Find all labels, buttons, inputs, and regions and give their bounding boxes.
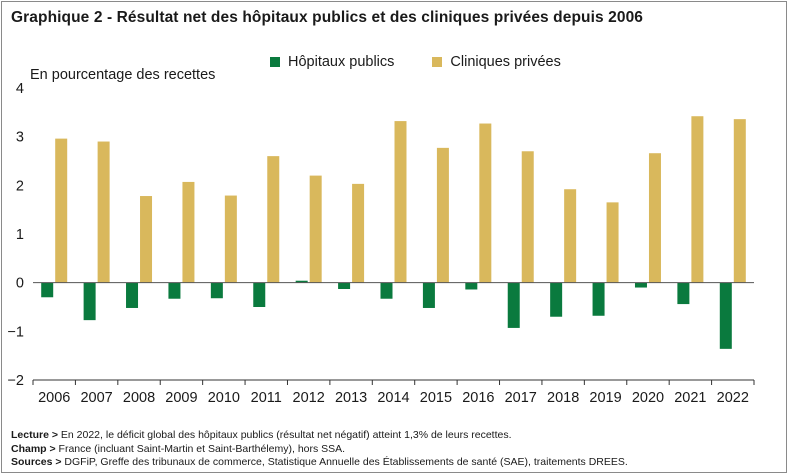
- note-sources: Sources > DGFiP, Greffe des tribunaux de…: [11, 456, 628, 468]
- legend-label-cliniques: Cliniques privées: [450, 54, 561, 70]
- y-tick-label: 1: [16, 227, 24, 243]
- bar-cliniques: [55, 138, 68, 283]
- y-axis-ticks: 4 3 2 1 0 −1 −2: [7, 81, 24, 389]
- note-champ: Champ > France (incluant Saint-Martin et…: [11, 442, 346, 455]
- chart-notes: Lecture > En 2022, le déficit global des…: [11, 429, 628, 470]
- bar-cliniques: [352, 183, 365, 283]
- bar-cliniques: [691, 116, 704, 283]
- bars: [41, 116, 746, 349]
- bar-cliniques: [224, 195, 237, 283]
- bar-cliniques: [97, 141, 110, 283]
- bar-cliniques: [309, 175, 322, 283]
- bar-hopitaux: [719, 282, 732, 349]
- x-tick-label: 2006: [38, 390, 70, 406]
- x-tick-label: 2011: [251, 390, 282, 406]
- bar-cliniques: [479, 123, 492, 283]
- x-tick-label: 2021: [674, 390, 706, 406]
- legend-swatch-cliniques: [432, 57, 443, 67]
- legend-item-hopitaux: Hôpitaux publics: [270, 54, 394, 70]
- bar-cliniques: [267, 156, 280, 283]
- x-tick-label: 2022: [717, 390, 749, 406]
- bar-hopitaux: [422, 282, 435, 308]
- legend-swatch-hopitaux: [270, 57, 280, 67]
- bar-hopitaux: [83, 282, 96, 321]
- bar-cliniques: [564, 189, 577, 283]
- bar-hopitaux: [550, 282, 563, 317]
- bar-cliniques: [140, 196, 153, 283]
- bar-hopitaux: [210, 282, 223, 299]
- y-tick-label: 0: [16, 276, 24, 292]
- x-tick-label: 2013: [335, 390, 367, 406]
- bar-hopitaux: [507, 282, 520, 328]
- y-axis-label: En pourcentage des recettes: [30, 67, 216, 83]
- bar-cliniques: [733, 119, 746, 283]
- y-tick-label: 4: [16, 81, 24, 97]
- bar-hopitaux: [253, 282, 266, 307]
- bar-cliniques: [436, 147, 449, 283]
- bar-hopitaux: [592, 282, 605, 316]
- x-tick-label: 2010: [208, 390, 240, 406]
- bar-cliniques: [394, 121, 407, 283]
- x-tick-label: 2009: [165, 390, 197, 406]
- legend-label-hopitaux: Hôpitaux publics: [288, 54, 395, 70]
- bar-hopitaux: [126, 282, 139, 308]
- x-tick-label: 2008: [123, 390, 155, 406]
- bar-hopitaux: [41, 282, 54, 298]
- x-tick-label: 2020: [632, 390, 664, 406]
- x-tick-label: 2016: [462, 390, 494, 406]
- y-tick-label: −2: [7, 373, 24, 389]
- bar-cliniques: [606, 202, 619, 283]
- bar-cliniques: [648, 153, 661, 283]
- x-tick-label: 2007: [80, 390, 112, 406]
- legend-item-cliniques: Cliniques privées: [432, 54, 561, 70]
- x-tick-label: 2017: [505, 390, 537, 406]
- x-axis-ticks: 2006 2007 2008 2009 2010 2011 2012 2013 2014 2015…: [32, 380, 755, 406]
- bar-hopitaux: [465, 282, 478, 290]
- x-tick-label: 2015: [420, 390, 452, 406]
- chart-title: Graphique 2 - Résultat net des hôpitaux …: [11, 9, 644, 26]
- bar-hopitaux: [168, 282, 181, 299]
- bar-cliniques: [521, 151, 534, 283]
- legend: Hôpitaux publics Cliniques privées: [270, 53, 599, 71]
- bar-hopitaux: [677, 282, 690, 305]
- bar-cliniques: [182, 181, 195, 283]
- y-tick-label: −1: [7, 324, 24, 340]
- y-tick-label: 2: [16, 178, 24, 194]
- x-tick-label: 2012: [293, 390, 325, 406]
- bar-hopitaux: [634, 282, 647, 288]
- bar-hopitaux: [295, 280, 308, 283]
- y-tick-label: 3: [16, 130, 24, 146]
- x-tick-label: 2019: [589, 390, 621, 406]
- note-lecture: Lecture > En 2022, le déficit global des…: [11, 429, 512, 441]
- x-tick-label: 2018: [547, 390, 579, 406]
- bar-hopitaux: [338, 282, 351, 289]
- bar-hopitaux: [380, 282, 393, 299]
- x-tick-label: 2014: [377, 390, 409, 406]
